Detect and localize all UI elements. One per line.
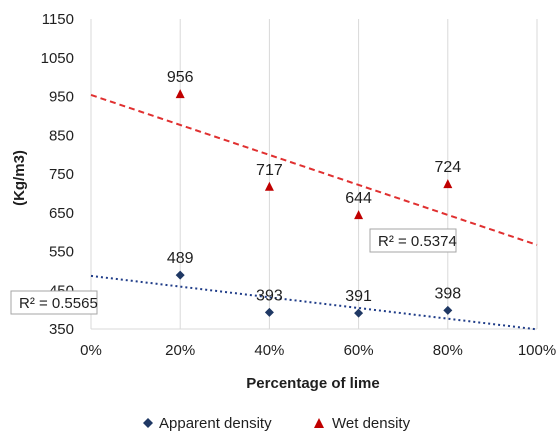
point-wet [175, 89, 185, 99]
r2-label-wet: R² = 0.5374 [378, 233, 457, 250]
data-label-apparent: 489 [167, 250, 194, 267]
legend-label-wet: Wet density [332, 415, 411, 432]
y-tick-label: 1150 [42, 11, 74, 28]
data-markers [175, 89, 453, 318]
point-wet [443, 179, 453, 189]
x-tick-label: 80% [433, 342, 463, 359]
y-tick-label: 750 [49, 166, 74, 183]
trendline-wet [90, 94, 538, 246]
data-label-wet: 644 [345, 190, 372, 207]
point-apparent [264, 307, 274, 317]
r2-box-apparent: R² = 0.5565 [10, 290, 98, 315]
y-axis-title: (Kg/m3) [11, 150, 28, 206]
point-apparent [354, 308, 364, 318]
r2-box-wet: R² = 0.5374 [369, 228, 457, 253]
x-tick-label: 0% [80, 342, 102, 359]
x-axis-title: Percentage of lime [246, 375, 379, 392]
data-label-apparent: 398 [434, 285, 461, 302]
trendlines [90, 94, 538, 331]
data-labels: 489 393 391 398 956 717 644 724 [167, 69, 461, 305]
data-label-wet: 724 [434, 159, 461, 176]
y-tick-label: 850 [49, 127, 74, 144]
x-tick-label: 40% [254, 342, 284, 359]
r2-label-apparent: R² = 0.5565 [19, 295, 98, 312]
y-tick-label: 350 [49, 321, 74, 338]
legend-marker-apparent [143, 418, 153, 428]
grid-lines [90, 19, 538, 330]
x-tick-label: 100% [518, 342, 556, 359]
y-tick-label: 550 [49, 244, 74, 261]
point-apparent [175, 270, 185, 280]
point-wet [354, 210, 364, 220]
data-label-apparent: 391 [345, 288, 372, 305]
y-tick-label: 1050 [41, 50, 74, 67]
tick-labels: 0%20%40%60%80%100%3504505506507508509501… [41, 11, 557, 359]
legend: Apparent density Wet density [143, 415, 411, 432]
point-apparent [443, 305, 453, 315]
legend-marker-wet [314, 418, 324, 428]
data-label-wet: 717 [256, 162, 283, 179]
data-label-wet: 956 [167, 69, 194, 86]
trendline-apparent [90, 274, 538, 331]
y-tick-label: 650 [49, 205, 74, 222]
y-tick-label: 950 [49, 89, 74, 106]
legend-label-apparent: Apparent density [159, 415, 272, 432]
data-label-apparent: 393 [256, 287, 283, 304]
x-tick-label: 60% [344, 342, 374, 359]
point-wet [264, 181, 274, 191]
x-tick-label: 20% [165, 342, 195, 359]
